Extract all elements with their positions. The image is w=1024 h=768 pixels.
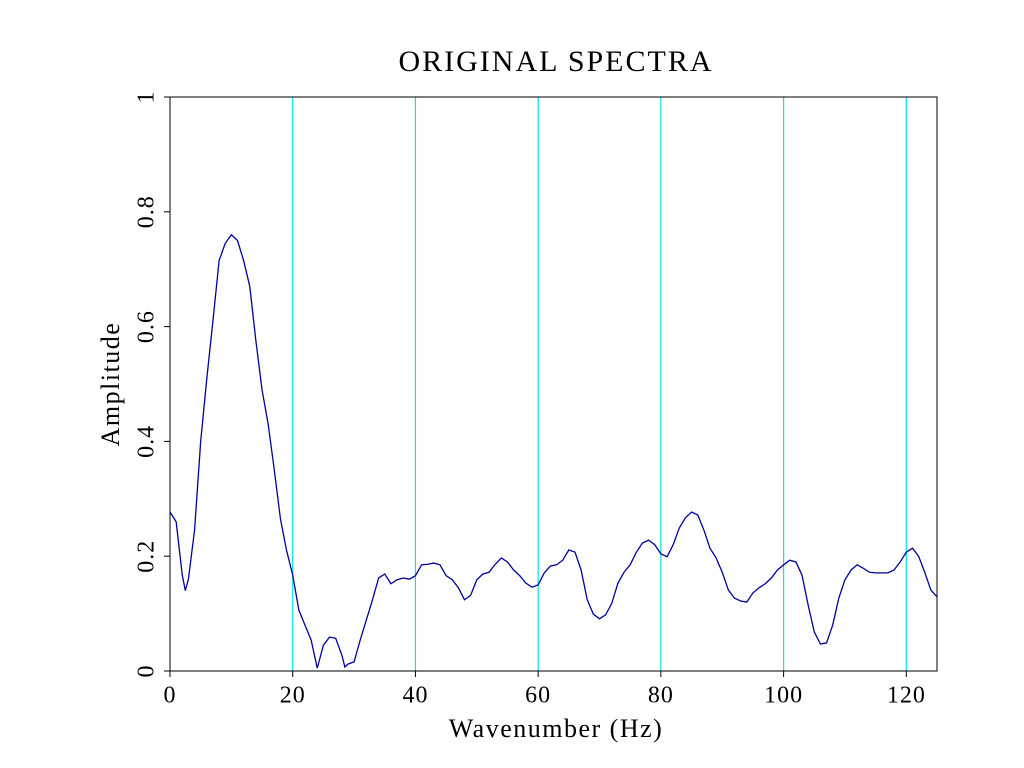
x-tick-label: 40 <box>402 683 428 709</box>
y-tick-label: 0.6 <box>134 310 160 343</box>
x-tick-label: 100 <box>764 683 803 709</box>
y-axis-label: Amplitude <box>96 322 125 447</box>
x-tick-label: 120 <box>887 683 926 709</box>
y-tick-label: 0.8 <box>134 195 160 228</box>
chart-title: ORIGINAL SPECTRA <box>398 45 713 78</box>
x-tick-label: 60 <box>525 683 551 709</box>
y-tick-label: 1 <box>134 91 160 104</box>
y-tick-label: 0 <box>134 665 160 678</box>
x-tick-label: 80 <box>648 683 674 709</box>
plot-frame <box>169 96 938 672</box>
x-tick-label: 20 <box>280 683 306 709</box>
y-tick-label: 0.2 <box>134 540 160 573</box>
spectrum-line <box>169 233 938 669</box>
y-tick-label: 0.4 <box>134 425 160 458</box>
x-axis-label: Wavenumber (Hz) <box>449 714 664 743</box>
x-tick-label: 0 <box>164 683 177 709</box>
